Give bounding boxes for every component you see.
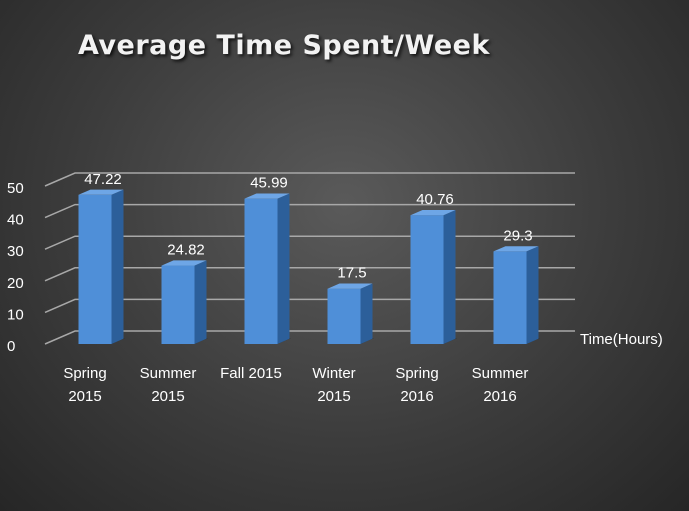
bar xyxy=(161,265,195,344)
x-tick-label: 2015 xyxy=(68,388,101,405)
bar xyxy=(493,251,527,344)
x-tick-label: 2015 xyxy=(151,388,184,405)
x-tick-label: 2016 xyxy=(483,388,516,405)
bar-top xyxy=(161,260,207,266)
bar-side xyxy=(443,209,456,344)
x-tick-label: Winter xyxy=(312,365,355,382)
bar xyxy=(78,194,112,344)
x-tick-label: 2015 xyxy=(317,388,350,405)
x-tick-label: 2016 xyxy=(400,388,433,405)
bar-side xyxy=(111,189,124,344)
gridline xyxy=(44,298,575,314)
data-label: 17.5 xyxy=(337,265,366,282)
y-tick-label: 20 xyxy=(7,275,24,292)
bar-side xyxy=(526,246,539,344)
y-tick-label: 0 xyxy=(7,338,15,355)
gridline xyxy=(44,267,575,282)
chart-title: Average Time Spent/Week xyxy=(78,30,490,61)
data-label: 40.76 xyxy=(416,191,454,208)
y-tick-label: 30 xyxy=(7,243,24,260)
bar-top xyxy=(78,189,124,195)
gridline xyxy=(44,172,575,187)
bar xyxy=(327,288,361,344)
x-tick-label: Summer xyxy=(472,365,529,382)
bar xyxy=(410,215,444,344)
bar-top xyxy=(493,246,539,252)
gridline xyxy=(44,330,575,345)
bar-side xyxy=(277,193,290,344)
bar-top xyxy=(410,209,456,216)
bar xyxy=(244,198,278,344)
bar-side xyxy=(194,260,207,344)
x-tick-label: Spring xyxy=(395,365,438,382)
data-label: 47.22 xyxy=(84,171,122,188)
y-tick-label: 10 xyxy=(7,306,24,323)
bar-side xyxy=(360,283,373,344)
gridline xyxy=(44,203,575,219)
y-tick-label: 40 xyxy=(7,212,24,229)
data-label: 29.3 xyxy=(503,227,532,244)
x-tick-label: Fall 2015 xyxy=(220,365,282,382)
series-label: Time(Hours) xyxy=(580,331,663,348)
data-label: 24.82 xyxy=(167,242,205,259)
x-tick-label: Summer xyxy=(140,365,197,382)
bar-top xyxy=(244,193,290,199)
x-tick-label: Spring xyxy=(63,365,106,382)
data-label: 45.99 xyxy=(250,175,288,192)
y-tick-label: 50 xyxy=(7,180,24,197)
bar-top xyxy=(327,283,373,289)
gridline xyxy=(44,235,575,250)
